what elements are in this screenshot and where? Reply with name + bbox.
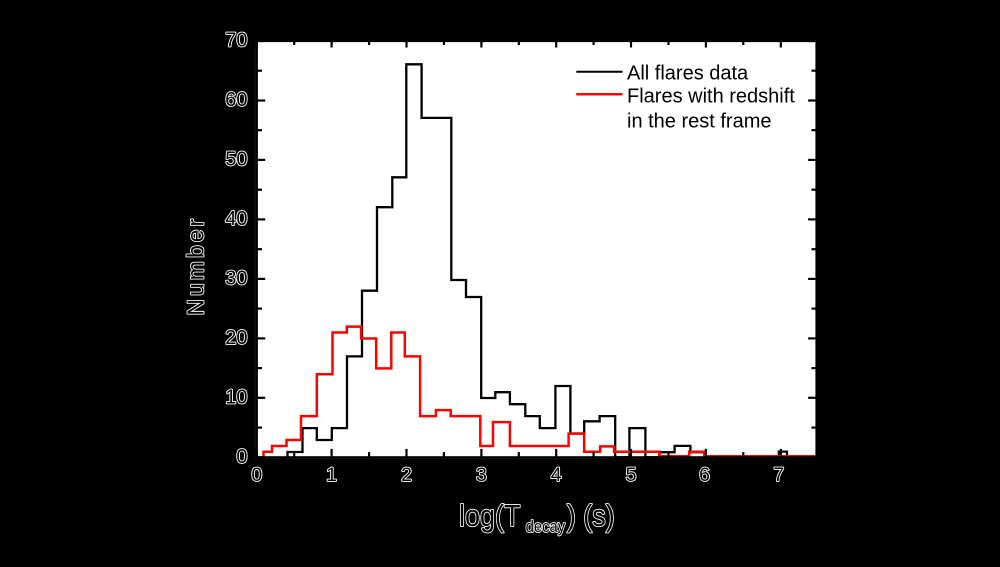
svg-text:10: 10 [225, 386, 247, 408]
svg-text:20: 20 [225, 327, 247, 349]
svg-text:4: 4 [551, 464, 562, 486]
svg-text:6: 6 [699, 464, 710, 486]
svg-text:Flares with redshift: Flares with redshift [627, 86, 795, 108]
svg-text:in the rest frame: in the rest frame [627, 111, 772, 133]
svg-text:50: 50 [225, 148, 247, 170]
svg-text:7: 7 [773, 464, 784, 486]
svg-text:Number: Number [183, 216, 209, 316]
svg-text:5: 5 [626, 464, 637, 486]
svg-text:70: 70 [225, 30, 247, 52]
svg-text:3: 3 [476, 464, 487, 486]
svg-text:0: 0 [251, 464, 262, 486]
svg-text:30: 30 [225, 267, 247, 289]
svg-text:40: 40 [225, 208, 247, 230]
svg-text:60: 60 [225, 89, 247, 111]
svg-text:0: 0 [236, 446, 247, 468]
svg-text:All flares data: All flares data [627, 63, 749, 85]
svg-text:2: 2 [401, 464, 412, 486]
svg-text:1: 1 [326, 464, 337, 486]
